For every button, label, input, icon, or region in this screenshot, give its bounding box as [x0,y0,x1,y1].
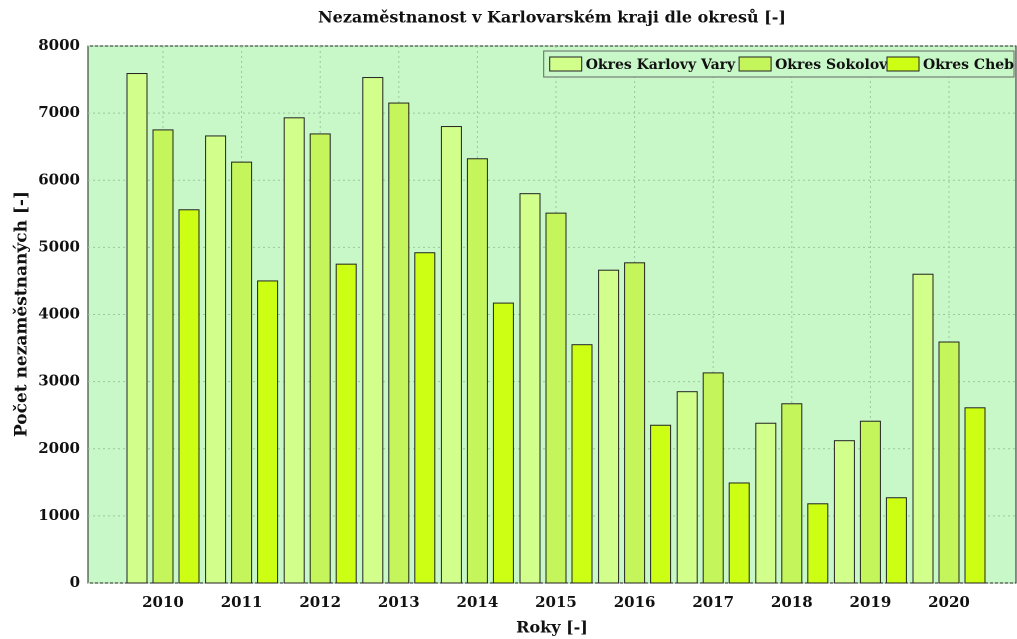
y-tick-label: 3000 [38,372,80,390]
bar [362,77,384,584]
y-tick-label: 0 [70,573,80,591]
x-tick-label: 2014 [457,593,499,611]
bar [152,129,174,584]
bar [205,135,227,584]
bar [440,126,462,584]
x-tick-label: 2012 [299,593,341,611]
bar [702,372,724,584]
legend-swatch [886,56,920,72]
bar [833,440,855,584]
bar [938,341,960,584]
x-tick-label: 2018 [771,593,813,611]
bar [388,102,410,584]
bar [414,252,436,584]
bar [650,424,672,584]
bar [178,209,200,584]
bar [624,262,646,584]
bar [755,422,777,584]
bar [598,269,620,584]
x-tick-label: 2017 [692,593,734,611]
legend-swatch [738,56,772,72]
bar [728,482,750,584]
bar [466,158,488,584]
y-axis-label: Počet nezaměstnaných [-] [12,191,32,437]
x-tick-label: 2020 [928,593,970,611]
bar [859,420,881,584]
y-tick-label: 2000 [38,439,80,457]
bar [545,212,567,584]
y-tick-label: 1000 [38,506,80,524]
y-tick-label: 4000 [38,305,80,323]
x-tick-label: 2015 [535,593,577,611]
bar [283,117,305,584]
x-tick-label: 2011 [221,593,263,611]
y-tick-label: 5000 [38,237,80,255]
x-tick-label: 2013 [378,593,420,611]
bar [885,497,907,584]
bar [807,503,829,584]
bar [676,391,698,584]
x-tick-label: 2016 [614,593,656,611]
legend-label: Okres Cheb [923,57,1014,73]
bar [571,344,593,584]
x-axis-label: Roky [-] [516,618,588,637]
bar [781,403,803,584]
legend-swatch [549,56,583,72]
bar [964,407,986,584]
y-tick-label: 6000 [38,170,80,188]
bar [335,263,357,584]
legend-label: Okres Karlovy Vary [586,57,736,73]
bar [912,273,934,584]
y-tick-label: 7000 [38,103,80,121]
x-tick-label: 2010 [142,593,184,611]
legend-box [543,50,1015,78]
bar [257,280,279,584]
bar [519,193,541,584]
bar [309,133,331,584]
bar [231,161,253,584]
bar [492,302,514,584]
chart-title: Nezaměstnanost v Karlovarském kraji dle … [318,7,786,27]
x-tick-label: 2019 [850,593,892,611]
bar [126,73,148,584]
y-tick-label: 8000 [38,36,80,54]
legend-label: Okres Sokolov [775,57,888,73]
